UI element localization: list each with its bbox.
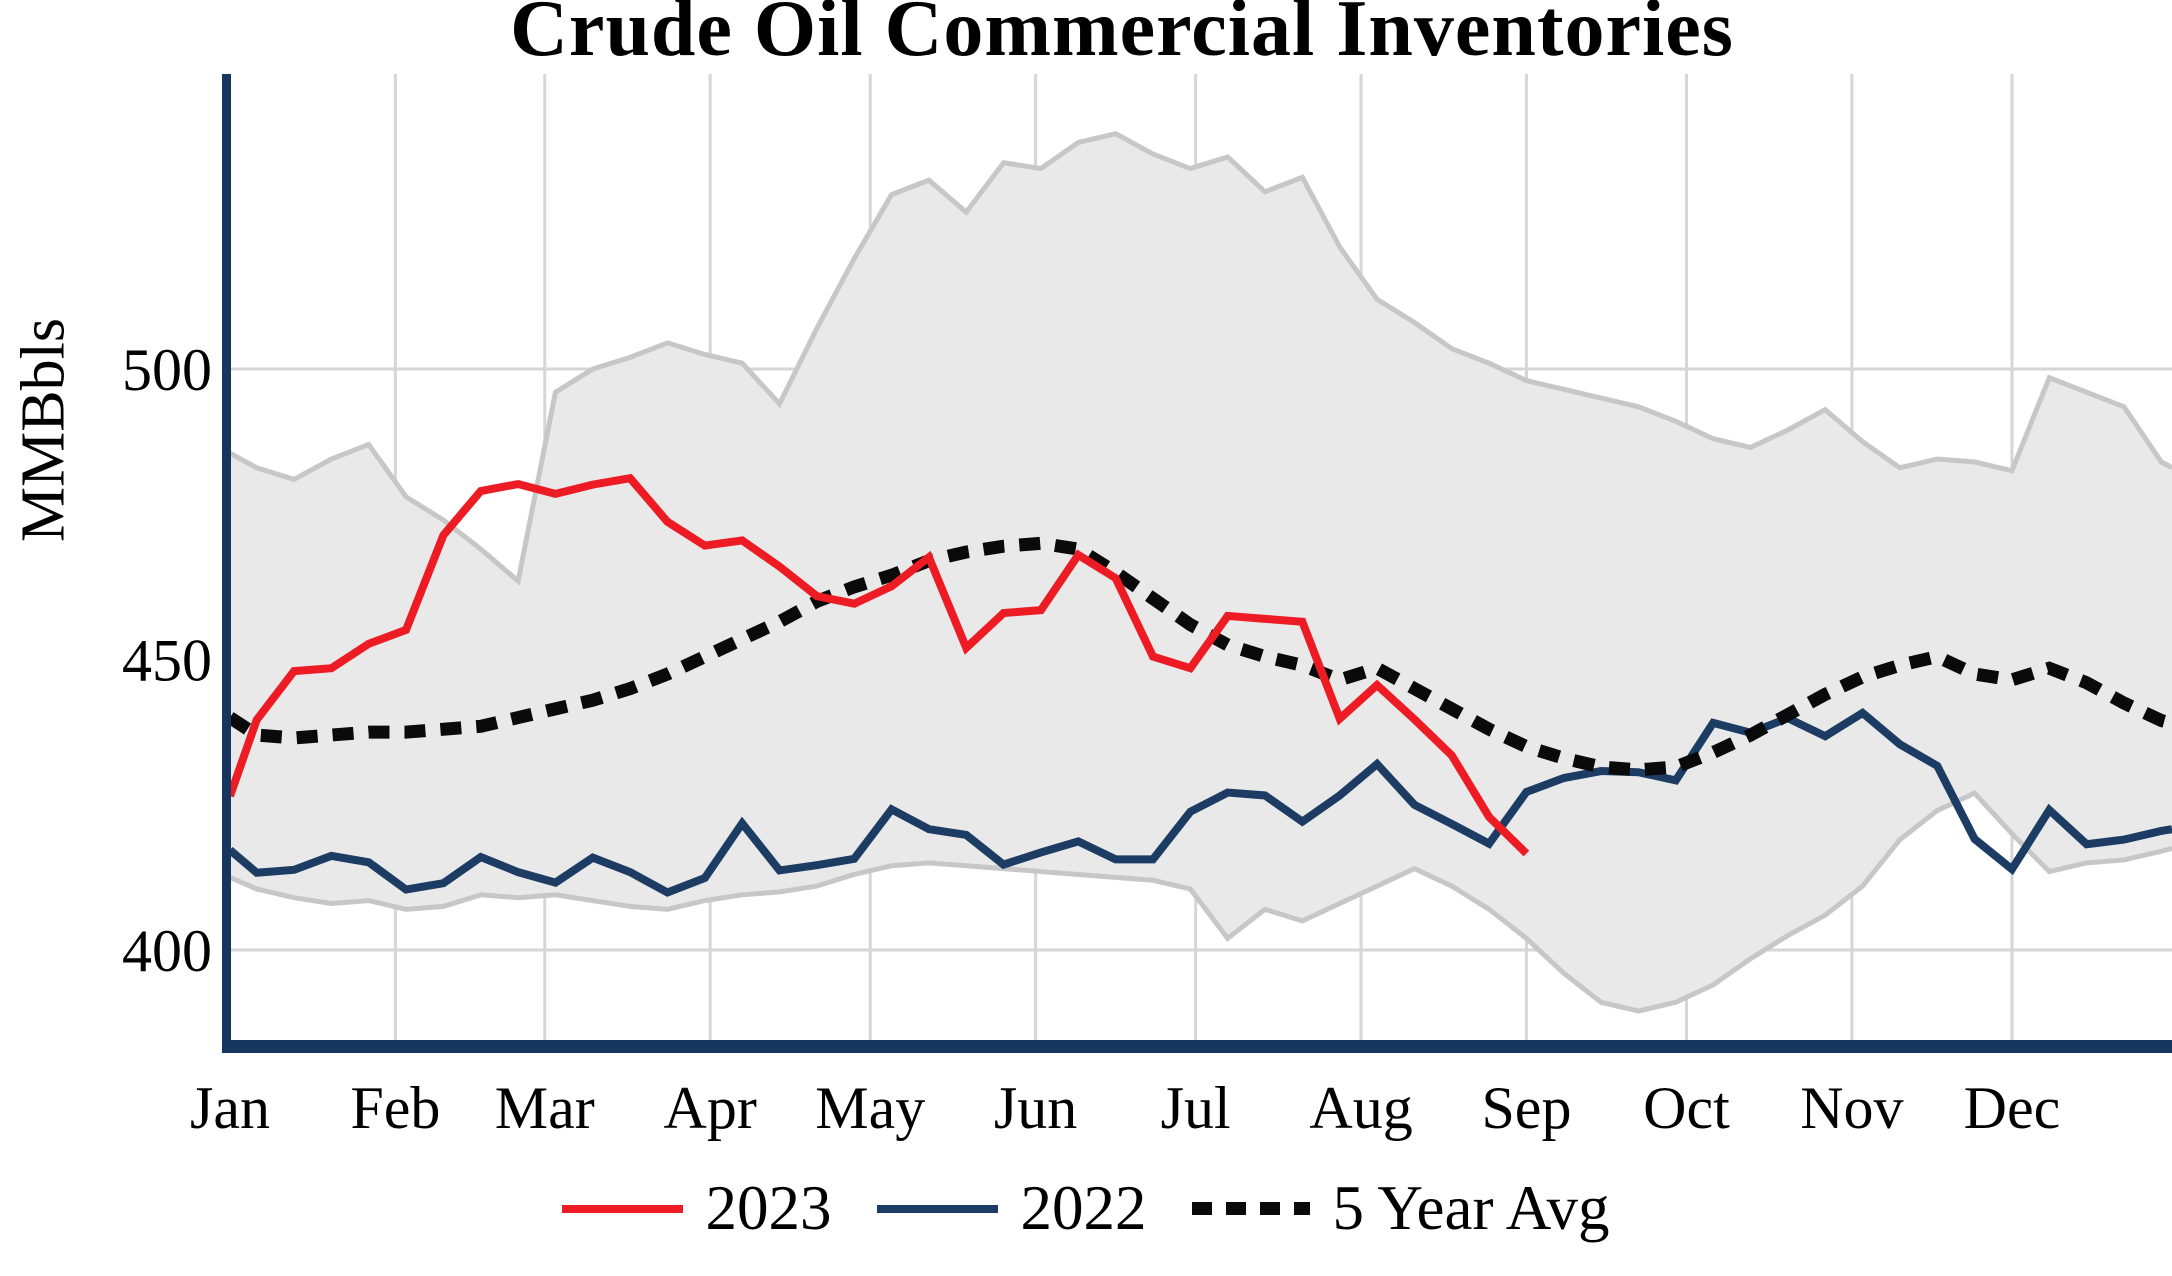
y-tick-label-500: 500 bbox=[122, 337, 212, 403]
x-tick-label-feb: Feb bbox=[350, 1075, 440, 1141]
legend-label-5-year-avg: 5 Year Avg bbox=[1332, 1173, 1610, 1243]
legend-item-5-year-avg: 5 Year Avg bbox=[1192, 1172, 1610, 1245]
page-title: Crude Oil Commercial Inventories bbox=[510, 0, 1734, 73]
legend-swatch-2022 bbox=[877, 1204, 999, 1213]
y-axis-tick-labels: 500 450 400 bbox=[122, 337, 212, 984]
range-band-upper-edge bbox=[228, 131, 2172, 586]
x-tick-label-dec: Dec bbox=[1964, 1075, 2061, 1141]
data-series bbox=[226, 473, 2172, 897]
x-tick-label-jan: Jan bbox=[190, 1075, 270, 1141]
series-line-2023 bbox=[226, 473, 1530, 857]
x-tick-label-mar: Mar bbox=[495, 1075, 595, 1141]
x-tick-label-oct: Oct bbox=[1643, 1075, 1730, 1141]
x-tick-label-aug: Aug bbox=[1309, 1075, 1412, 1141]
y-axis-title: MMBbls bbox=[9, 318, 78, 542]
x-axis-spine bbox=[222, 1040, 2172, 1053]
x-tick-label-nov: Nov bbox=[1800, 1075, 1903, 1141]
x-tick-label-jul: Jul bbox=[1161, 1075, 1231, 1141]
series-line-5-year-avg bbox=[226, 536, 2172, 777]
legend-swatch-2023 bbox=[562, 1204, 684, 1213]
legend-label-2022: 2022 bbox=[1020, 1173, 1147, 1243]
x-tick-label-jun: Jun bbox=[994, 1075, 1077, 1141]
legend-item-2022: 2022 bbox=[877, 1172, 1146, 1245]
range-band-fill bbox=[230, 133, 2172, 1012]
x-tick-label-may: May bbox=[815, 1075, 925, 1141]
legend-swatch-5-year-avg bbox=[1192, 1202, 1311, 1215]
legend: 2023 2022 5 Year Avg bbox=[0, 1172, 2172, 1245]
y-tick-label-450: 450 bbox=[122, 628, 212, 694]
x-tick-label-apr: Apr bbox=[664, 1075, 757, 1141]
legend-label-2023: 2023 bbox=[705, 1173, 832, 1243]
five-year-range-band bbox=[228, 131, 2172, 1014]
axis-spines bbox=[222, 74, 2172, 1053]
y-axis-spine bbox=[222, 74, 231, 1053]
y-tick-label-400: 400 bbox=[122, 918, 212, 984]
x-axis-month-labels: Jan Feb Mar Apr May Jun Jul Aug Sep Oct Nov Dec bbox=[190, 1075, 2060, 1141]
x-tick-label-sep: Sep bbox=[1481, 1075, 1571, 1141]
legend-item-2023: 2023 bbox=[562, 1172, 831, 1245]
series-line-2022 bbox=[227, 708, 2172, 897]
range-band-lower-edge bbox=[229, 790, 2172, 1014]
